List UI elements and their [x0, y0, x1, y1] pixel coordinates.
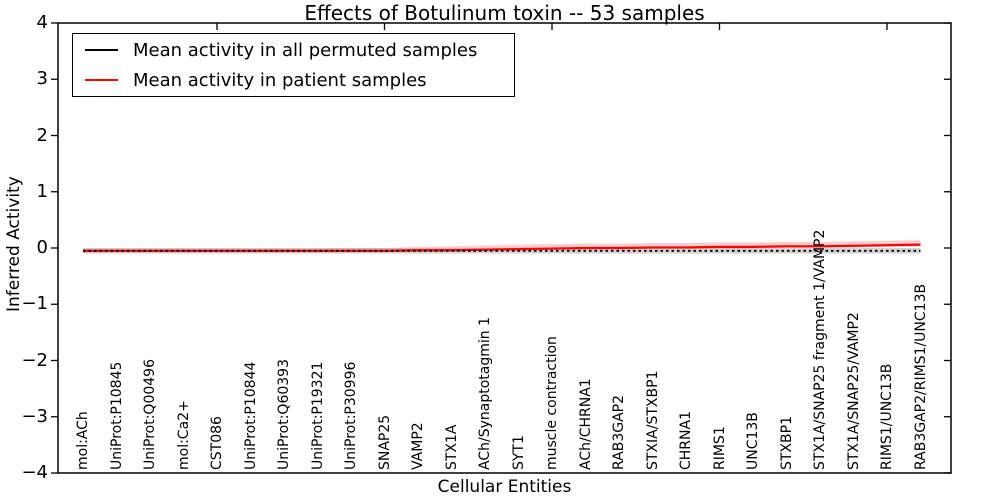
x-axis-title: Cellular Entities	[437, 477, 572, 497]
x-category-label: ACh/CHRNA1	[577, 378, 594, 470]
x-category-label: UniProt:P10844	[242, 361, 259, 470]
x-category-label: CHRNA1	[678, 411, 694, 470]
series-band-1	[83, 240, 921, 253]
x-category-label: RIMS1/UNC13B	[879, 363, 895, 470]
legend-label-permuted: Mean activity in all permuted samples	[133, 39, 478, 61]
y-tick-label: 2	[36, 124, 48, 146]
y-tick-label: 4	[36, 12, 48, 33]
x-category-label: UNC13B	[745, 412, 761, 470]
x-category-label: mol:ACh	[75, 411, 91, 470]
x-category-label: UniProt:Q60393	[276, 359, 292, 470]
x-category-label: mol:Ca2+	[175, 400, 192, 470]
legend-label-patient: Mean activity in patient samples	[133, 69, 427, 91]
x-category-label: UniProt:Q00496	[142, 359, 158, 470]
x-category-label: STX1A/SNAP25/VAMP2	[845, 312, 862, 470]
y-tick-label: 1	[36, 180, 48, 202]
legend-line-black-swatch	[85, 49, 118, 51]
legend-item-patient: Mean activity in patient samples	[85, 68, 514, 93]
y-tick-label: −2	[21, 349, 48, 371]
legend: Mean activity in all permuted samples Me…	[72, 33, 515, 97]
x-category-label: STXBP1	[778, 416, 795, 470]
x-category-label: STX1A/SNAP25 fragment 1/VAMP2	[812, 229, 828, 470]
legend-line-red-swatch	[85, 79, 118, 81]
y-tick-label: 3	[36, 68, 48, 90]
x-category-label: UniProt:P30996	[343, 361, 359, 470]
x-category-label: RAB3GAP2/RIMS1/UNC13B	[912, 283, 929, 470]
x-category-label: muscle contraction	[544, 336, 560, 470]
x-category-label: STX1A	[443, 424, 460, 470]
x-category-label: CST086	[209, 416, 225, 470]
x-category-label: SNAP25	[376, 414, 393, 470]
x-category-label: ACh/Synaptotagmin 1	[477, 317, 493, 470]
x-category-label: SYT1	[510, 435, 527, 470]
y-tick-label: 0	[36, 237, 48, 258]
x-category-label: RAB3GAP2	[611, 394, 627, 470]
x-category-label: UniProt:P19321	[309, 361, 326, 470]
x-category-label: RIMS1	[711, 426, 728, 470]
chart-title: Effects of Botulinum toxin -- 53 samples	[304, 1, 705, 25]
x-category-label: VAMP2	[410, 422, 426, 470]
x-category-label: UniProt:P10845	[108, 361, 125, 470]
x-category-label: STXIA/STXBP1	[644, 370, 661, 470]
legend-item-permuted: Mean activity in all permuted samples	[85, 38, 514, 63]
y-tick-label: −3	[21, 405, 48, 427]
y-tick-label: −4	[21, 462, 48, 483]
y-tick-label: −1	[21, 293, 48, 315]
